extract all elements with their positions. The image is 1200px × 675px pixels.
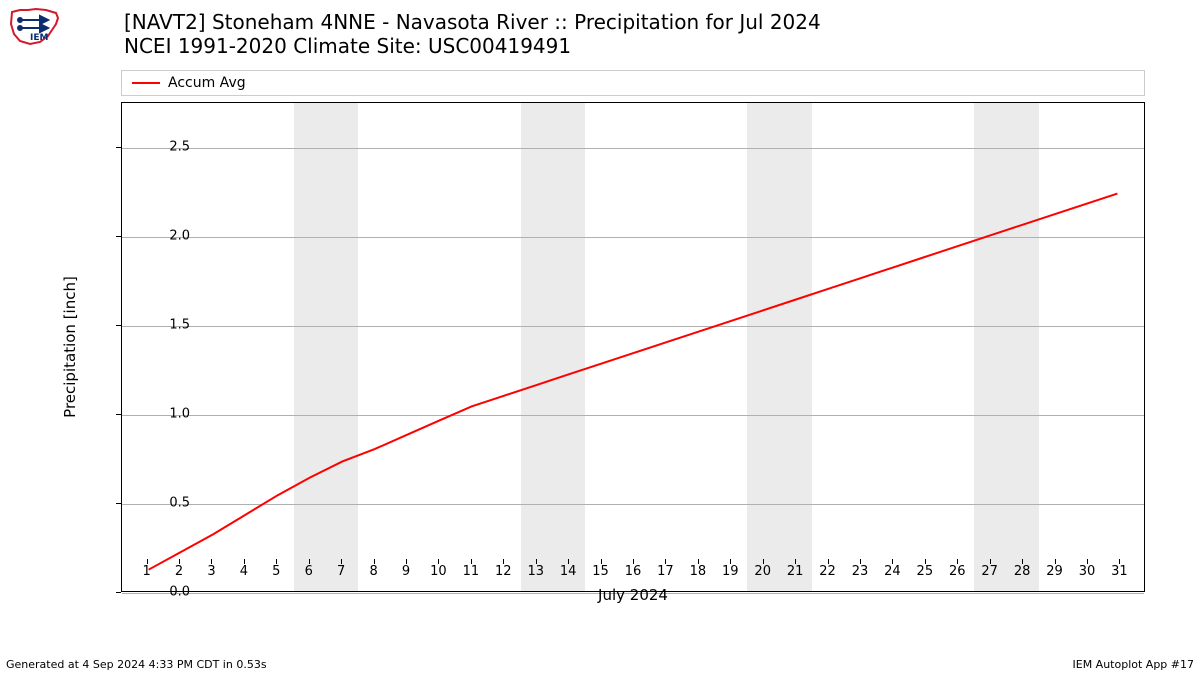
x-tick-label: 1 [142, 564, 150, 579]
y-tick-label: 1.5 [150, 317, 190, 332]
y-tick-mark [116, 414, 121, 415]
title-line-2: NCEI 1991-2020 Climate Site: USC00419491 [124, 34, 821, 58]
y-tick-label: 0.5 [150, 495, 190, 510]
footer-generated: Generated at 4 Sep 2024 4:33 PM CDT in 0… [6, 658, 267, 671]
x-tick-label: 25 [917, 564, 934, 579]
series-layer [122, 103, 1144, 591]
x-tick-label: 14 [560, 564, 577, 579]
x-tick-label: 2 [175, 564, 183, 579]
x-tick-label: 6 [305, 564, 313, 579]
x-tick-label: 19 [722, 564, 739, 579]
series-line [149, 194, 1118, 570]
x-tick-label: 22 [819, 564, 836, 579]
plot-area [121, 102, 1145, 592]
x-axis-label: July 2024 [121, 586, 1145, 604]
x-tick-label: 3 [207, 564, 215, 579]
x-tick-label: 5 [272, 564, 280, 579]
legend-label: Accum Avg [168, 75, 246, 91]
x-tick-label: 24 [884, 564, 901, 579]
title-line-1: [NAVT2] Stoneham 4NNE - Navasota River :… [124, 10, 821, 34]
x-tick-label: 26 [949, 564, 966, 579]
x-tick-label: 15 [592, 564, 609, 579]
x-tick-label: 23 [852, 564, 869, 579]
plot-container: Accum Avg Precipitation [inch] 123456789… [70, 70, 1170, 630]
x-tick-label: 29 [1046, 564, 1063, 579]
x-tick-label: 10 [430, 564, 447, 579]
x-tick-label: 12 [495, 564, 512, 579]
x-tick-label: 11 [463, 564, 480, 579]
y-tick-label: 2.5 [150, 139, 190, 154]
x-tick-label: 17 [657, 564, 674, 579]
logo-label: IEM [30, 33, 48, 43]
legend-swatch [132, 82, 160, 84]
footer-app: IEM Autoplot App #17 [1073, 658, 1195, 671]
x-tick-label: 31 [1111, 564, 1128, 579]
y-tick-mark [116, 503, 121, 504]
x-tick-label: 13 [527, 564, 544, 579]
x-tick-label: 18 [690, 564, 707, 579]
chart-title: [NAVT2] Stoneham 4NNE - Navasota River :… [124, 10, 821, 58]
legend: Accum Avg [121, 70, 1145, 96]
y-tick-mark [116, 325, 121, 326]
iem-logo: IEM [6, 6, 62, 52]
x-tick-label: 20 [754, 564, 771, 579]
x-tick-label: 8 [369, 564, 377, 579]
y-tick-mark [116, 236, 121, 237]
x-tick-label: 16 [625, 564, 642, 579]
x-tick-label: 28 [1014, 564, 1031, 579]
x-tick-label: 4 [240, 564, 248, 579]
x-tick-label: 9 [402, 564, 410, 579]
x-tick-label: 27 [981, 564, 998, 579]
y-tick-mark [116, 147, 121, 148]
y-tick-label: 2.0 [150, 228, 190, 243]
y-tick-label: 1.0 [150, 406, 190, 421]
x-tick-label: 30 [1079, 564, 1096, 579]
y-axis-label: Precipitation [inch] [60, 102, 80, 592]
x-tick-label: 21 [787, 564, 804, 579]
logo-arrows [18, 16, 48, 32]
x-tick-label: 7 [337, 564, 345, 579]
